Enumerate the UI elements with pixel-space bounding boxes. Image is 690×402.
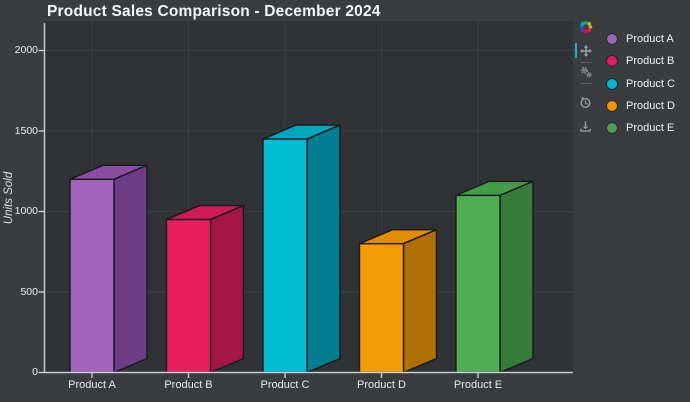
reset-tool-icon[interactable] xyxy=(579,96,592,109)
legend: Product A Product B Product C Product D Prod… xyxy=(606,28,675,139)
legend-item-product-e[interactable]: Product E xyxy=(606,117,675,139)
legend-item-product-a[interactable]: Product A xyxy=(606,28,675,50)
legend-swatch xyxy=(606,77,618,90)
legend-swatch xyxy=(606,122,618,135)
y-tick-label: 2000 xyxy=(14,44,38,56)
logo-icon[interactable] xyxy=(579,20,593,34)
bar-front-face xyxy=(358,242,405,374)
bar-side-face xyxy=(306,124,341,374)
save-tool-icon[interactable] xyxy=(579,120,592,133)
legend-label: Product B xyxy=(626,55,675,68)
legend-swatch xyxy=(606,100,618,113)
x-tick-label: Product E xyxy=(453,379,503,391)
bar-side-face xyxy=(402,228,438,374)
bar-product-d[interactable] xyxy=(358,228,438,374)
x-tick-label: Product A xyxy=(68,379,116,391)
legend-item-product-d[interactable]: Product D xyxy=(606,95,675,117)
bar-front-face xyxy=(69,178,115,374)
legend-item-product-c[interactable]: Product C xyxy=(606,73,675,95)
bar-product-e[interactable] xyxy=(455,180,534,374)
active-tool-indicator xyxy=(574,43,577,58)
bar-front-face xyxy=(262,138,308,374)
y-tick-label: 500 xyxy=(20,285,38,298)
legend-label: Product A xyxy=(626,33,674,46)
x-tick-label: Product D xyxy=(357,379,406,391)
legend-label: Product C xyxy=(626,77,675,90)
toolbar-divider xyxy=(579,82,592,84)
axes xyxy=(38,23,573,378)
bar-product-a[interactable] xyxy=(69,164,148,374)
legend-swatch xyxy=(606,33,618,46)
pan-tool-icon[interactable] xyxy=(579,45,592,57)
x-tick-label: Product B xyxy=(164,379,213,391)
chart-title: Product Sales Comparison - December 2024 xyxy=(47,3,381,20)
legend-label: Product E xyxy=(626,122,675,135)
toolbar-divider xyxy=(579,61,592,63)
bar-product-b[interactable] xyxy=(165,204,245,374)
y-tick-label: 0 xyxy=(32,366,38,378)
legend-swatch xyxy=(606,55,618,68)
bar-side-face xyxy=(113,164,148,374)
plot-toolbar xyxy=(578,20,593,133)
bar-side-face xyxy=(499,180,534,374)
y-tick-label: 1000 xyxy=(14,205,38,217)
legend-label: Product D xyxy=(626,100,675,113)
bar-product-c[interactable] xyxy=(262,124,341,374)
bar-side-face xyxy=(209,204,245,374)
x-tick-label: Product C xyxy=(260,379,310,391)
bar-front-face xyxy=(165,218,212,374)
legend-item-product-b[interactable]: Product B xyxy=(606,50,675,72)
y-axis-title: Units Sold xyxy=(3,171,15,225)
y-tick-label: 1500 xyxy=(14,124,38,137)
wheel-zoom-tool-icon[interactable] xyxy=(580,66,592,78)
bar-front-face xyxy=(455,194,501,374)
